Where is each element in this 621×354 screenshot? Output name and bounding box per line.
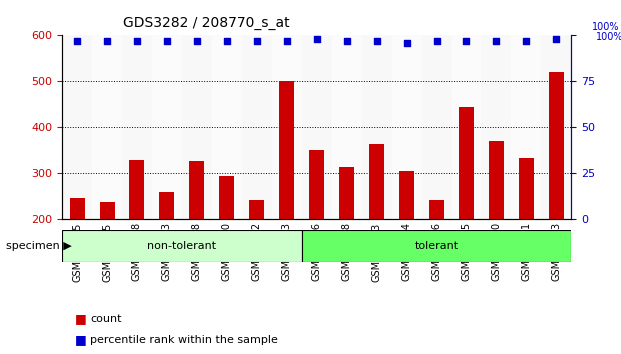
- Bar: [242, 35, 272, 219]
- Bar: [481, 35, 512, 219]
- Bar: [549, 72, 564, 219]
- Bar: [130, 160, 145, 219]
- Text: non-tolerant: non-tolerant: [147, 241, 217, 251]
- Bar: [272, 35, 302, 219]
- Bar: [302, 35, 332, 219]
- Point: [282, 38, 292, 44]
- Text: tolerant: tolerant: [414, 241, 458, 251]
- Bar: [369, 144, 384, 219]
- Point: [72, 38, 82, 44]
- Point: [252, 38, 262, 44]
- Bar: [459, 107, 474, 219]
- Bar: [70, 198, 84, 219]
- Bar: [92, 35, 122, 219]
- Bar: [182, 35, 212, 219]
- Bar: [160, 192, 175, 219]
- Bar: [279, 81, 294, 219]
- Point: [432, 38, 442, 44]
- Bar: [122, 35, 152, 219]
- Text: specimen ▶: specimen ▶: [6, 241, 72, 251]
- FancyBboxPatch shape: [302, 230, 571, 262]
- Point: [312, 36, 322, 42]
- Bar: [339, 166, 354, 219]
- Point: [551, 36, 561, 42]
- Point: [522, 38, 532, 44]
- Bar: [392, 35, 422, 219]
- Bar: [399, 171, 414, 219]
- Text: 100%: 100%: [592, 22, 619, 32]
- Bar: [309, 150, 324, 219]
- Bar: [189, 161, 204, 219]
- Text: ■: ■: [75, 312, 86, 325]
- Bar: [361, 35, 392, 219]
- Bar: [99, 202, 114, 219]
- Point: [102, 38, 112, 44]
- Text: percentile rank within the sample: percentile rank within the sample: [90, 335, 278, 345]
- Point: [162, 38, 172, 44]
- Bar: [422, 35, 451, 219]
- Text: count: count: [90, 314, 122, 324]
- Bar: [212, 35, 242, 219]
- Point: [342, 38, 351, 44]
- Text: GDS3282 / 208770_s_at: GDS3282 / 208770_s_at: [123, 16, 290, 30]
- Bar: [451, 35, 481, 219]
- FancyBboxPatch shape: [62, 230, 302, 262]
- Text: ■: ■: [75, 333, 86, 346]
- Bar: [489, 141, 504, 219]
- Point: [132, 38, 142, 44]
- Bar: [512, 35, 542, 219]
- Point: [402, 40, 412, 46]
- Point: [371, 38, 381, 44]
- Text: 100%: 100%: [596, 32, 621, 42]
- Point: [222, 38, 232, 44]
- Bar: [332, 35, 361, 219]
- Bar: [519, 158, 534, 219]
- Bar: [249, 200, 265, 219]
- Bar: [152, 35, 182, 219]
- Bar: [62, 35, 92, 219]
- Bar: [429, 200, 444, 219]
- Point: [192, 38, 202, 44]
- Point: [491, 38, 501, 44]
- Bar: [542, 35, 571, 219]
- Point: [461, 38, 471, 44]
- Bar: [219, 176, 234, 219]
